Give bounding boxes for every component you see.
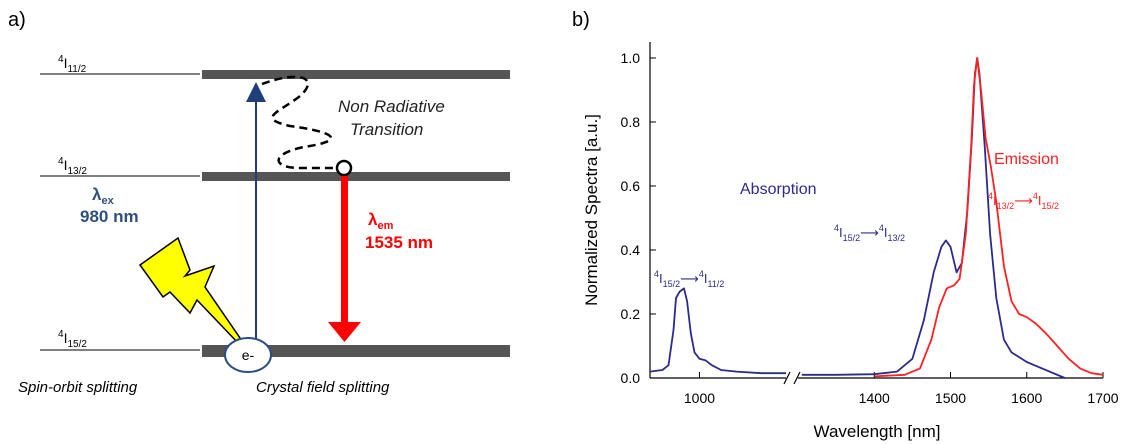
level-bar-13-2: [202, 172, 510, 181]
x-tick-label: 1400: [859, 390, 890, 406]
electron-label: e-: [242, 347, 255, 363]
emission-series-label: Emission: [994, 151, 1059, 168]
decay-start-circle: [335, 159, 353, 177]
spectra-chart: b) 0.0 0.2 0.4 0.6 0.8 1.0 1000 1400 1500 1600 17…: [572, 9, 1119, 441]
transition-label-15-13: 4I15/2⟶4I13/2: [834, 223, 905, 243]
y-tick-label: 0.6: [621, 178, 641, 194]
x-axis-title: Wavelength [nm]: [814, 422, 941, 441]
emission-lambda-label: λem: [368, 210, 394, 232]
non-radiative-label-1: Non Radiative: [338, 97, 445, 116]
non-radiative-wave: [261, 75, 338, 170]
y-axis-title: Normalized Spectra [a.u.]: [582, 114, 601, 306]
absorption-label: Absorption: [740, 181, 817, 198]
excitation-wavelength-label: 980 nm: [80, 207, 139, 226]
emission-arrow-head: [328, 322, 361, 342]
electron-circle: [224, 337, 272, 373]
series-layer: [649, 57, 1104, 379]
lightning-bolt-icon: [138, 236, 241, 347]
emission-curve: [874, 57, 1104, 378]
crystal-field-caption: Crystal field splitting: [256, 379, 390, 396]
y-tick-label: 0.8: [621, 114, 641, 130]
x-tick-label: 1000: [684, 390, 715, 406]
absorption-curve: [649, 287, 786, 375]
y-tick-label: 1.0: [621, 50, 641, 66]
level-label-13-2: 4I13/2: [58, 156, 87, 177]
transition-label-13-15: 4I13/2⟶4I15/2: [988, 191, 1059, 211]
level-bar-15-2: [202, 345, 510, 357]
panel-a-label: a): [8, 9, 26, 31]
excitation-lambda-label: λex: [92, 185, 115, 207]
level-label-11-2: 4I11/2: [58, 54, 87, 75]
emission-arrow-shaft: [341, 176, 348, 326]
x-tick-label: 1700: [1087, 390, 1118, 406]
non-radiative-label-2: Transition: [350, 120, 423, 139]
y-tick-label: 0.2: [621, 306, 641, 322]
y-tick-label: 0.4: [621, 242, 641, 258]
y-tick-label: 0.0: [621, 370, 641, 386]
y-ticks: 0.0 0.2 0.4 0.6 0.8 1.0: [621, 50, 656, 386]
x-ticks: 1000 1400 1500 1600 1700: [684, 372, 1119, 406]
axis-break-mark-1: [783, 371, 791, 385]
transition-label-15-11: 4I15/2⟶4I11/2: [654, 269, 724, 289]
axis-break-mark-2: [793, 371, 801, 385]
level-bar-11-2: [202, 70, 510, 79]
energy-level-diagram: a) 4I11/2 4I13/2 4I15/2 Non Radiative Tr…: [8, 9, 510, 396]
x-tick-label: 1500: [935, 390, 966, 406]
x-tick-label: 1600: [1011, 390, 1042, 406]
spin-orbit-caption: Spin-orbit splitting: [18, 379, 138, 396]
panel-b-label: b): [572, 9, 590, 31]
emission-wavelength-label: 1535 nm: [365, 233, 433, 252]
level-label-15-2: 4I15/2: [58, 329, 87, 350]
